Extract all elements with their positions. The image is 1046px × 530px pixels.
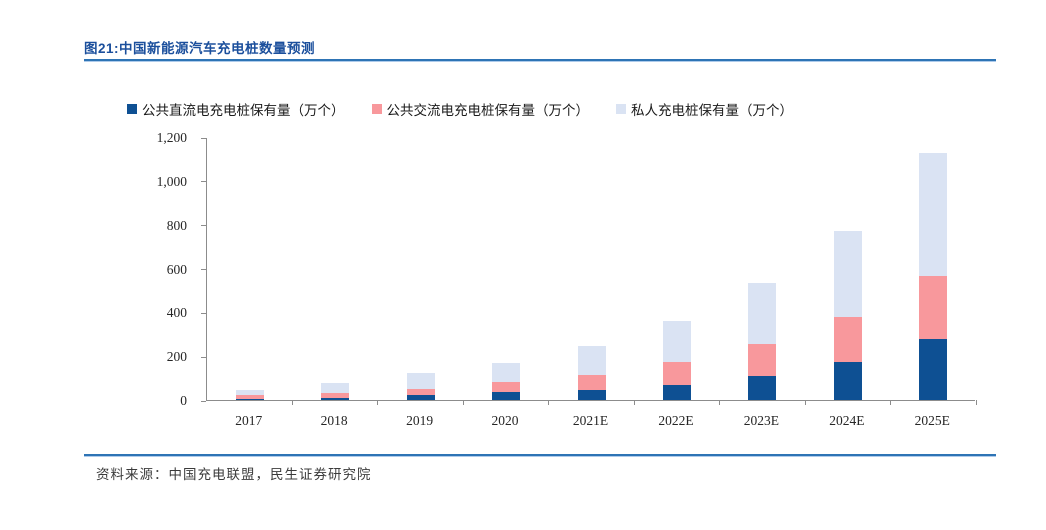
y-axis-tick — [201, 225, 206, 227]
legend-swatch-icon — [127, 104, 137, 114]
bar-segment — [406, 388, 435, 396]
bar-segment — [235, 390, 264, 396]
x-tick-label: 2017 — [235, 413, 263, 428]
bar-segment — [748, 375, 777, 400]
bar-segment — [577, 345, 606, 376]
x-axis-tick — [890, 400, 892, 405]
y-tick-label: 800 — [166, 217, 187, 233]
x-axis-tick — [548, 400, 550, 405]
x-axis-tick — [633, 400, 635, 405]
bar-segment — [577, 390, 606, 400]
bar-segment — [235, 398, 264, 400]
bar-segment — [662, 320, 691, 363]
y-tick-label: 400 — [166, 305, 187, 321]
y-axis-tick — [201, 181, 206, 183]
bar-group-2018 — [321, 382, 350, 400]
bar-segment — [919, 153, 948, 277]
bar-segment — [321, 397, 350, 400]
bar-group-2021E — [577, 345, 606, 400]
x-tick-label: 2021E — [572, 413, 609, 428]
bar-segment — [577, 375, 606, 391]
bar-segment — [662, 362, 691, 385]
x-tick-label: 2022E — [658, 413, 694, 428]
x-tick-label: 2025E — [914, 413, 950, 428]
bar-segment — [235, 395, 264, 399]
bar-segment — [321, 382, 350, 394]
legend-item-2: 私人充电桩保有量（万个） — [616, 99, 793, 119]
figure-title: 图21:中国新能源汽车充电桩数量预测 — [84, 41, 316, 56]
bar-segment — [492, 391, 521, 400]
chart-legend: 公共直流电充电桩保有量（万个） 公共交流电充电桩保有量（万个） 私人充电桩保有量（万… — [127, 99, 793, 119]
x-axis-tick — [719, 400, 721, 405]
source-note: 资料来源：中国充电联盟，民生证券研究院 — [96, 467, 372, 482]
bar-segment — [406, 395, 435, 400]
x-axis-tick — [804, 400, 806, 405]
bar-group-2019 — [406, 373, 435, 400]
bar-group-2022E — [662, 320, 691, 400]
title-underline-rule — [84, 59, 996, 62]
bar-segment — [492, 363, 521, 383]
bar-group-2017 — [235, 390, 264, 400]
bar-segment — [919, 276, 948, 339]
bar-segment — [492, 382, 521, 392]
y-tick-label: 1,200 — [156, 130, 187, 145]
y-tick-label: 1,000 — [156, 173, 187, 189]
y-axis-tick — [201, 312, 206, 314]
bar-group-2020 — [492, 363, 521, 400]
bar-group-2025E — [919, 153, 948, 400]
legend-item-1: 公共交流电充电桩保有量（万个） — [371, 99, 590, 119]
legend-label: 私人充电桩保有量（万个） — [631, 103, 793, 118]
bar-segment — [833, 317, 862, 362]
bar-segment — [748, 282, 777, 345]
bar-segment — [833, 361, 862, 400]
x-tick-label: 2018 — [320, 413, 348, 428]
y-axis-tick — [201, 400, 206, 402]
x-tick-label: 2024E — [829, 413, 865, 428]
bar-segment — [748, 344, 777, 376]
bar-group-2023E — [748, 282, 777, 400]
bar-segment — [321, 393, 350, 398]
bar-segment — [833, 230, 862, 318]
legend-label: 公共交流电充电桩保有量（万个） — [386, 103, 590, 118]
bar-segment — [662, 384, 691, 400]
x-axis-tick — [377, 400, 379, 405]
x-tick-label: 2020 — [491, 413, 519, 428]
y-tick-label: 600 — [166, 261, 187, 277]
legend-swatch-icon — [371, 104, 382, 114]
y-tick-label: 0 — [180, 393, 187, 408]
x-tick-label: 2019 — [406, 413, 434, 428]
footer-divider-rule — [84, 454, 996, 457]
legend-item-0: 公共直流电充电桩保有量（万个） — [127, 99, 345, 119]
x-axis-tick — [462, 400, 464, 405]
legend-label: 公共直流电充电桩保有量（万个） — [142, 103, 345, 118]
legend-swatch-icon — [616, 104, 626, 114]
y-axis-tick — [201, 356, 206, 358]
x-axis-tick — [291, 400, 293, 405]
bar-segment — [919, 338, 948, 400]
y-tick-label: 200 — [166, 349, 187, 365]
y-axis-tick — [201, 269, 206, 270]
y-axis-tick — [201, 137, 206, 139]
bar-segment — [406, 373, 435, 389]
plot-area — [201, 137, 977, 405]
x-tick-label: 2023E — [743, 413, 779, 428]
bar-group-2024E — [833, 230, 862, 400]
x-axis-tick — [975, 400, 977, 405]
